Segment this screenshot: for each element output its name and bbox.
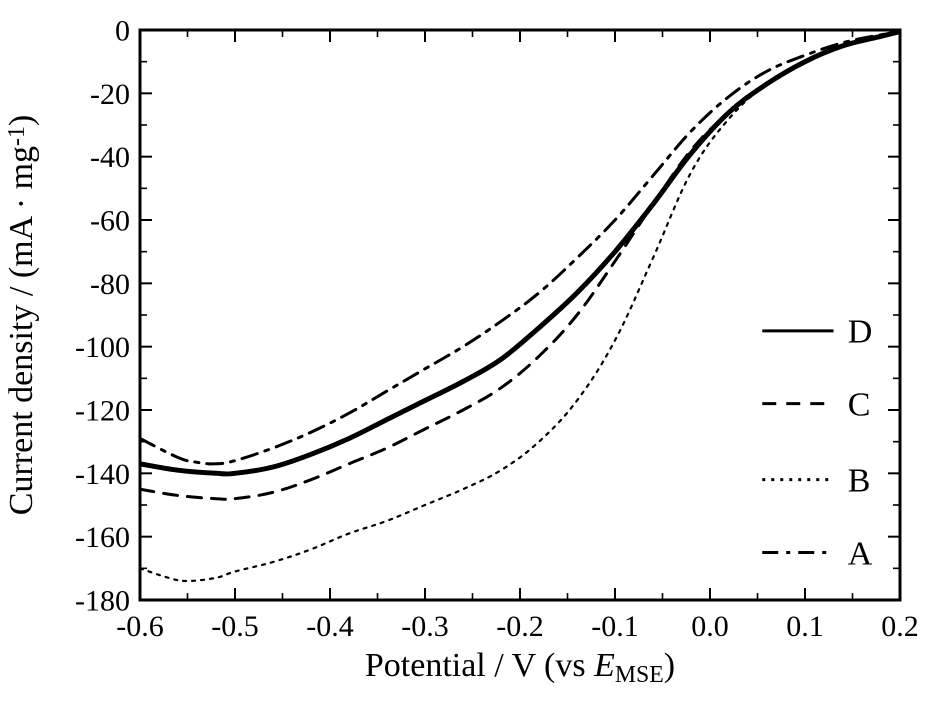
x-tick-label: -0.4 [306, 610, 354, 643]
x-tick-label: 0.1 [786, 610, 824, 643]
y-tick-label: -40 [90, 141, 130, 174]
legend-label-D: D [848, 314, 873, 351]
y-tick-label: -180 [75, 585, 130, 618]
x-tick-label: 0.0 [691, 610, 729, 643]
y-tick-label: -80 [90, 268, 130, 301]
x-tick-label: -0.1 [591, 610, 639, 643]
x-tick-label: 0.2 [881, 610, 919, 643]
y-tick-label: -60 [90, 205, 130, 238]
y-tick-label: -100 [75, 331, 130, 364]
x-tick-label: -0.3 [401, 610, 449, 643]
plot-frame [140, 30, 900, 600]
chart-svg: -0.6-0.5-0.4-0.3-0.2-0.10.00.10.2-180-16… [0, 0, 929, 707]
x-tick-label: -0.5 [211, 610, 259, 643]
y-tick-label: -140 [75, 458, 130, 491]
polarization-chart: -0.6-0.5-0.4-0.3-0.2-0.10.00.10.2-180-16… [0, 0, 929, 707]
x-tick-label: -0.2 [496, 610, 544, 643]
legend-label-C: C [848, 387, 871, 424]
legend-label-B: B [848, 463, 871, 500]
y-tick-label: -20 [90, 78, 130, 111]
y-tick-label: 0 [115, 15, 130, 48]
y-axis-label: Current density / (mA · mg-1) [3, 115, 40, 515]
legend-label-A: A [848, 535, 873, 572]
y-tick-label: -120 [75, 395, 130, 428]
y-tick-label: -160 [75, 521, 130, 554]
